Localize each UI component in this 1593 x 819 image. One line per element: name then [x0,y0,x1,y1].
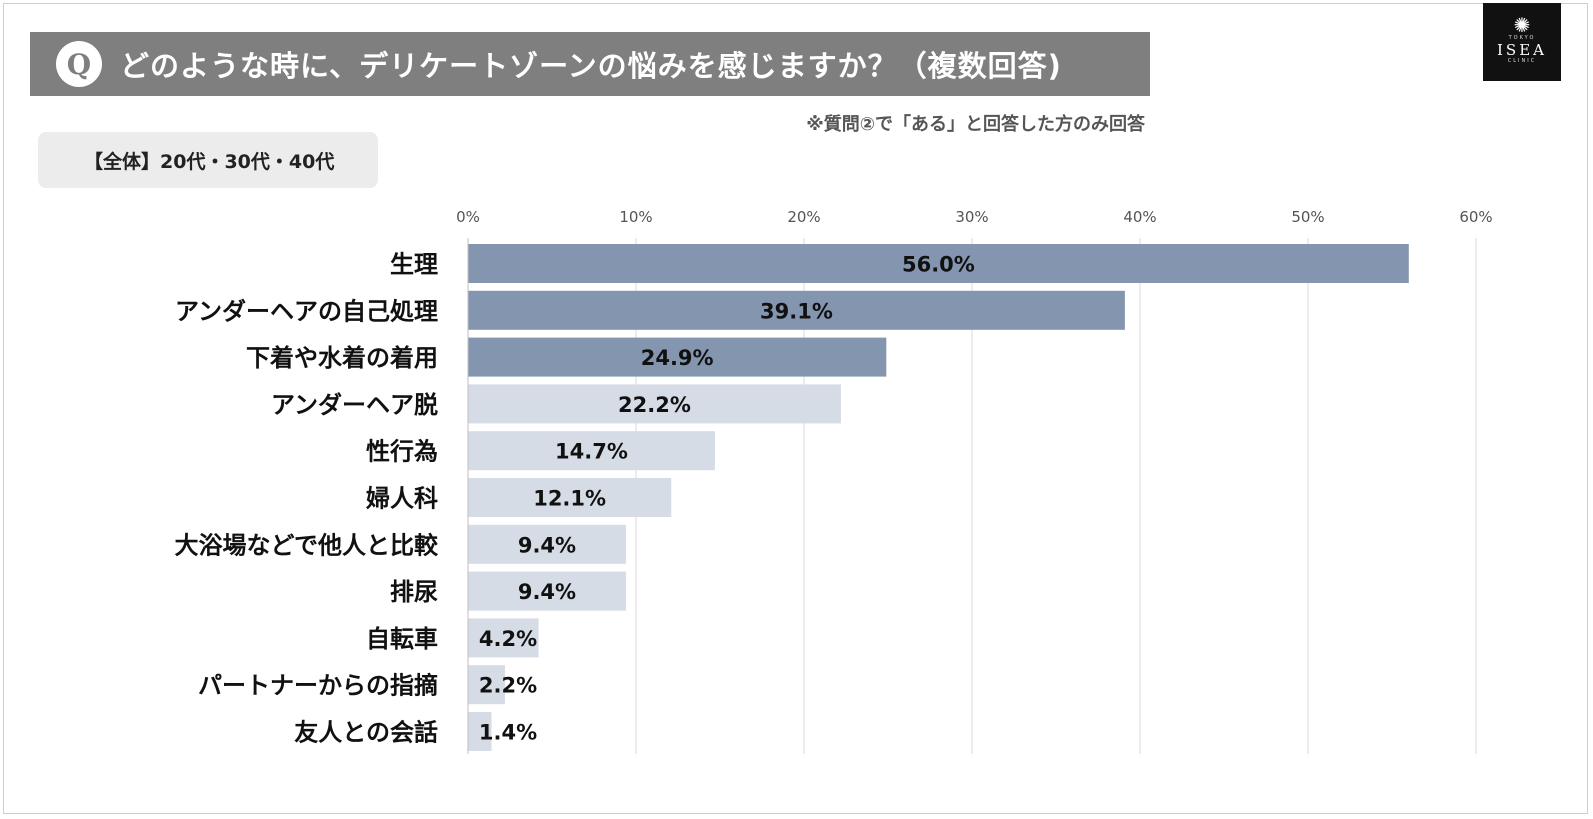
question-title: どのような時に、デリケートゾーンの悩みを感じますか？（複数回答) [120,49,1062,83]
respondent-note: ※質問②で「ある」と回答した方のみ回答 [806,114,1145,135]
bar [468,524,626,564]
value-label: 1.4% [479,721,537,745]
logo-flower-icon: ✺ [1513,13,1531,37]
bar [468,571,626,611]
clinic-logo: ✺ TOKYO ISEA CLINIC [1483,3,1561,81]
value-label: 9.4% [518,580,576,604]
value-label: 24.9% [641,346,714,370]
category-label: 友人との会話 [294,719,438,747]
x-tick-label: 0% [456,208,480,226]
question-title-bar: Q どのような時に、デリケートゾーンの悩みを感じますか？（複数回答) [30,32,1150,96]
category-label: 性行為 [366,438,438,466]
category-label: 生理 [390,251,438,279]
segment-label: 【全体】20代・30代・40代 [38,132,378,188]
q-badge: Q [56,41,102,87]
x-tick-label: 20% [787,208,820,226]
x-tick-label: 30% [955,208,988,226]
chart-frame [3,3,1588,814]
category-label: アンダーヘアの自己処理 [175,297,438,325]
bar [468,665,505,705]
bar [468,431,715,471]
value-label: 56.0% [902,253,975,277]
value-label: 4.2% [479,627,537,651]
value-label: 39.1% [760,299,833,323]
value-label: 14.7% [555,440,628,464]
x-tick-label: 60% [1459,208,1492,226]
bar [468,712,492,751]
x-tick-label: 50% [1291,208,1324,226]
value-label: 22.2% [618,393,691,417]
x-tick-label: 10% [619,208,652,226]
logo-sub-bottom: CLINIC [1507,58,1537,64]
value-label: 9.4% [518,533,576,557]
logo-sub-top: TOKYO [1508,35,1536,41]
category-label: アンダーヘア脱 [271,391,438,419]
value-label: 12.1% [533,487,606,511]
bar [468,244,1409,283]
category-label: 大浴場などで他人と比較 [174,531,439,559]
value-label: 2.2% [479,674,537,698]
category-label: パートナーからの指摘 [198,672,438,700]
category-label: 自転車 [366,625,438,653]
category-label: 排尿 [390,578,438,606]
category-label: 婦人科 [365,485,438,513]
x-tick-label: 40% [1123,208,1156,226]
bar [468,384,841,424]
logo-name: ISEA [1497,41,1547,59]
bar [468,290,1125,330]
bar [468,618,539,658]
bar [468,337,887,377]
bar [468,478,672,517]
category-label: 下着や水着の着用 [246,344,438,372]
